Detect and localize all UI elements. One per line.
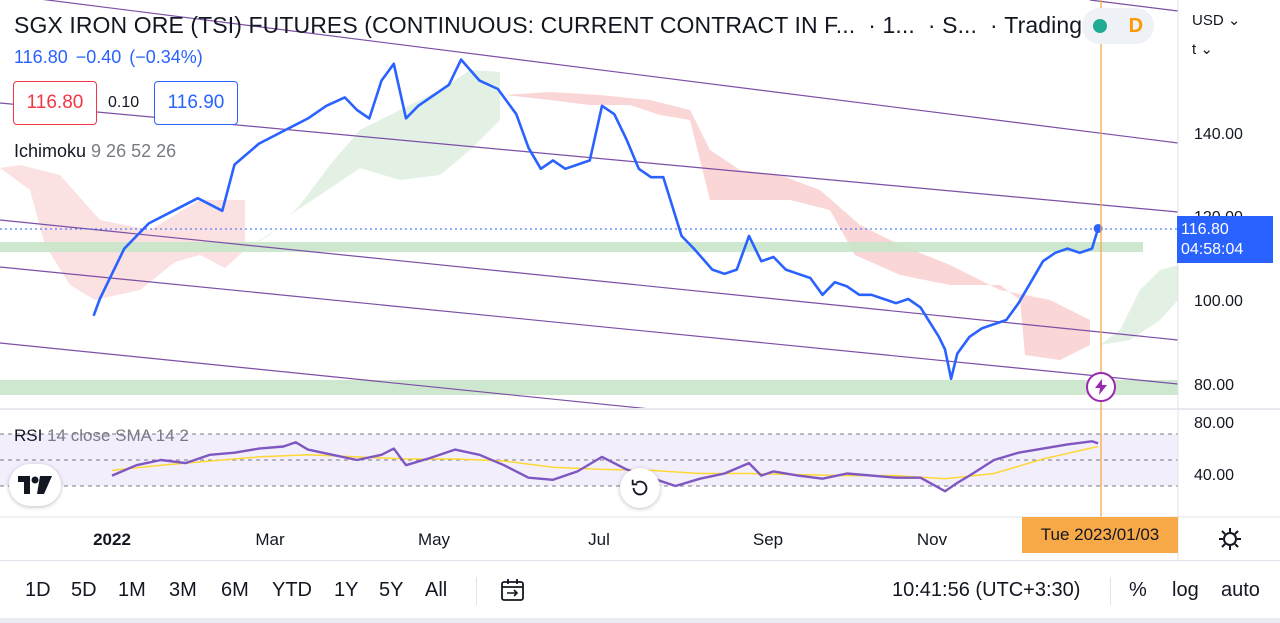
rsi-tick-80: 80.00	[1194, 415, 1234, 432]
percent-scale-toggle[interactable]: %	[1129, 579, 1147, 601]
delayed-badge: D	[1128, 14, 1144, 37]
auto-scale-toggle[interactable]: auto	[1221, 579, 1260, 601]
date-range-button[interactable]	[500, 577, 526, 603]
unit-label: t	[1192, 41, 1197, 58]
tradingview-logo-icon	[18, 476, 52, 494]
toolbar-divider	[476, 577, 477, 605]
support-zones	[0, 242, 1178, 395]
chevron-down-icon: ⌄	[1200, 41, 1213, 58]
channel-line-5	[0, 342, 647, 408]
source-label: S...	[942, 12, 978, 38]
currency-selector[interactable]: USD ⌄	[1192, 11, 1240, 29]
timeframe-ytd[interactable]: YTD	[272, 579, 312, 601]
support-zone-lower	[0, 380, 1178, 395]
interval-label: 1...	[882, 12, 915, 38]
price-series-line	[92, 58, 1100, 381]
channel-line-3	[0, 219, 1178, 341]
price-summary: 116.80 −0.40 (−0.34%)	[14, 47, 211, 68]
crosshair-date-tag: Tue 2023/01/03	[1022, 517, 1178, 553]
time-label-sep: Sep	[753, 530, 783, 549]
price-tick-80: 80.00	[1194, 377, 1234, 394]
symbol-name: SGX IRON ORE (TSI) FUTURES (CONTINUOUS: …	[14, 12, 856, 38]
timeframe-1m[interactable]: 1M	[118, 579, 146, 601]
timeframe-3m[interactable]: 3M	[169, 579, 197, 601]
rsi-name: RSI	[14, 426, 43, 445]
time-label-mar: Mar	[255, 530, 285, 549]
timeframe-1y[interactable]: 1Y	[334, 579, 359, 601]
rsi-tick-40: 40.00	[1194, 467, 1234, 484]
time-label-nov: Nov	[917, 530, 948, 549]
channel-line-1	[42, 0, 1178, 144]
unit-selector[interactable]: t ⌄	[1192, 40, 1213, 58]
buy-button[interactable]: 116.90	[154, 81, 238, 125]
sell-button[interactable]: 116.80	[13, 81, 97, 125]
chart-settings-button[interactable]	[1216, 525, 1244, 553]
support-zone-upper	[0, 242, 1143, 252]
price-tick-140: 140.00	[1194, 126, 1243, 143]
rsi-axis[interactable]: 80.00 40.00	[1194, 415, 1234, 484]
rsi-line	[111, 440, 1099, 493]
time-label-2022: 2022	[93, 530, 131, 549]
timeframe-5y[interactable]: 5Y	[379, 579, 404, 601]
bottom-edge	[0, 618, 1280, 623]
timeframe-5d[interactable]: 5D	[71, 579, 97, 601]
toolbar-divider	[1110, 577, 1111, 605]
rsi-legend[interactable]: RSI 14 close SMA 14 2	[14, 426, 189, 446]
trend-channel	[0, 0, 1178, 408]
lightning-icon	[1095, 379, 1107, 395]
gear-icon	[1219, 528, 1241, 550]
currency-label: USD	[1192, 12, 1224, 29]
last-price: 116.80	[14, 47, 68, 67]
reset-chart-button[interactable]	[620, 468, 660, 508]
symbol-title[interactable]: SGX IRON ORE (TSI) FUTURES (CONTINUOUS: …	[14, 12, 1102, 38]
tradingview-logo[interactable]	[9, 464, 61, 506]
chevron-down-icon: ⌄	[1227, 12, 1241, 29]
price-change: −0.40	[75, 47, 122, 67]
alert-button[interactable]	[1086, 372, 1116, 402]
last-price-tag-value: 116.80	[1181, 221, 1229, 238]
time-label-may: May	[418, 530, 451, 549]
timezone-clock[interactable]: 10:41:56 (UTC+3:30)	[892, 579, 1081, 601]
last-price-tag: 116.80 04:58:04	[1177, 216, 1273, 263]
channel-line-4	[0, 266, 1178, 385]
bar-countdown: 04:58:04	[1181, 241, 1244, 258]
ichimoku-legend[interactable]: Ichimoku 9 26 52 26	[14, 141, 176, 162]
timeframe-all[interactable]: All	[425, 579, 448, 601]
market-open-icon	[1092, 19, 1107, 33]
price-tick-100: 100.00	[1194, 293, 1243, 310]
time-label-jul: Jul	[588, 530, 610, 549]
reset-icon	[631, 479, 648, 496]
calendar-range-icon	[501, 579, 524, 601]
bottom-toolbar: 1D 5D 1M 3M 6M YTD 1Y 5Y All 10:41:56 (U…	[0, 560, 1280, 618]
time-axis[interactable]: 2022 Mar May Jul Sep Nov	[93, 530, 948, 549]
market-status-pill[interactable]: D	[1082, 8, 1154, 44]
rsi-sma-line	[111, 445, 1099, 480]
spread-value: 0.10	[108, 94, 140, 111]
timeframe-1d[interactable]: 1D	[25, 579, 51, 601]
rsi-params: 14 close SMA 14 2	[47, 426, 189, 445]
ichimoku-params: 9 26 52 26	[91, 141, 177, 161]
timeframe-6m[interactable]: 6M	[221, 579, 249, 601]
channel-line-0	[1089, 0, 1178, 12]
log-scale-toggle[interactable]: log	[1172, 579, 1199, 601]
ichimoku-name: Ichimoku	[14, 141, 87, 161]
price-change-pct: (−0.34%)	[129, 47, 203, 67]
